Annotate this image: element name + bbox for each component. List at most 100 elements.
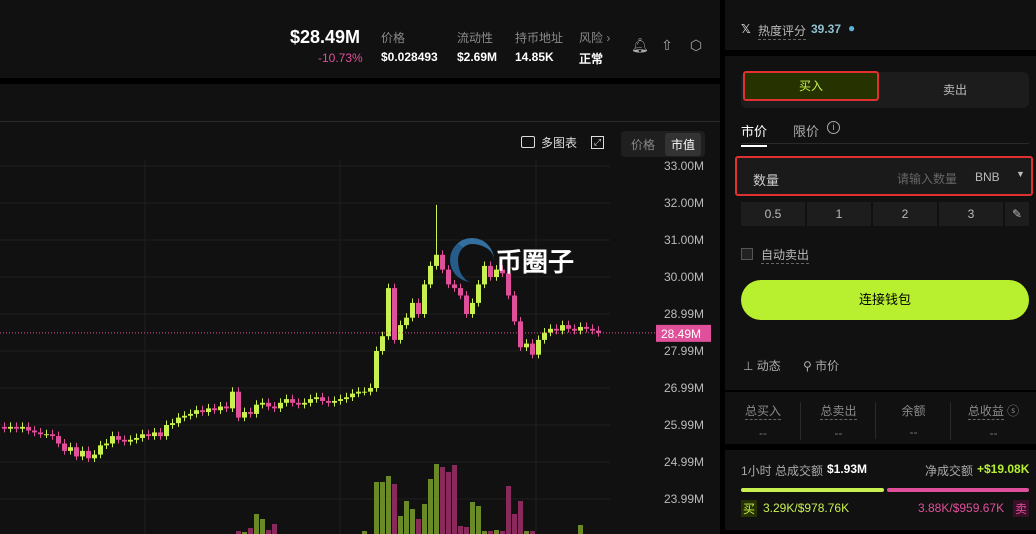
quick-amount-0.5[interactable]: 0.5 [741,202,805,226]
divider [0,121,720,122]
candle [566,325,571,329]
candle [200,410,205,413]
buy-count: 3.29K/$978.76K [763,501,850,515]
candle [218,406,223,411]
y-tick-label: 32.00M [664,196,704,210]
candle [266,402,271,407]
edit-icon[interactable]: ✎ [1005,202,1029,226]
volume-bar [470,502,475,534]
sell-tab[interactable]: 卖出 [942,83,967,97]
price-mcap-toggle: 价格 市值 [621,131,705,157]
volume-bar [362,531,367,534]
candle [26,426,31,431]
candle [68,447,73,451]
candle [422,284,427,314]
volume-bar [374,482,379,534]
volume-bar [248,528,253,534]
heat-bar: 𝕏 热度评分 39.37 ● [725,0,1036,50]
activity-icon: ⊥ [743,359,754,373]
candle [14,426,19,429]
sell-tag: 卖 [1013,500,1030,517]
candle [470,302,475,314]
candle [590,328,595,331]
share-icon[interactable]: ⇧ [661,37,673,53]
volume-bar [260,519,265,534]
stat-price: 价格 $0.028493 [381,31,438,64]
toggle-mcap[interactable]: 市值 [665,133,702,156]
volume-bar [506,486,511,534]
settings-hex-icon[interactable]: ⬡ [689,37,703,53]
volume-bar [512,514,517,534]
flame-icon: ● [848,21,856,35]
candle [116,436,121,440]
candle [356,391,361,394]
candle [254,404,259,414]
market-tab[interactable]: 市价 [741,121,768,147]
volume-bar [272,524,277,534]
candle [314,397,319,400]
currency-select[interactable]: BNB [975,170,1000,184]
candle [128,439,133,442]
total-sell-label: 总卖出 [820,404,857,420]
auto-sell-label[interactable]: 自动卖出 [761,248,810,264]
y-tick-label: 30.00M [664,270,704,284]
candle [446,269,451,285]
candle [98,445,103,455]
volume-bar [428,479,433,534]
fullscreen-icon[interactable]: ⤢ [591,136,604,149]
y-tick-label: 28.99M [664,307,704,321]
watermark-logo-icon [450,238,494,282]
stat-risk[interactable]: 风险 › 正常 [579,31,611,66]
price-change: -10.73% [318,51,363,65]
x-icon[interactable]: 𝕏 [741,22,751,36]
token-header: $28.49M -10.73% 价格 $0.028493 流动性 $2.69M 持币… [0,0,720,78]
candle [464,295,469,314]
quick-amount-1[interactable]: 1 [807,202,871,226]
candle [374,351,379,388]
volume-bar [380,482,385,534]
limit-tab[interactable]: 限价 [793,124,820,139]
market-icon: ⚲ [803,359,812,373]
quick-amount-2[interactable]: 2 [873,202,937,226]
bell-plus-icon[interactable]: 🔔︎ [631,37,649,53]
volume-bar [266,530,271,534]
candle [62,443,67,451]
quick-amount-3[interactable]: 3 [939,202,1003,226]
candlestick-chart[interactable]: 33.00M 32.00M 31.00M 30.00M 28.99M 27.99M 26.9… [0,160,720,534]
volume-bar [494,530,499,534]
volume-bar [404,501,409,534]
current-price-badge [656,324,711,342]
candle [452,284,457,289]
hour-net: +$19.08K [977,462,1030,476]
info-icon[interactable]: i [827,121,840,134]
candle [350,393,355,398]
chevron-down-icon[interactable]: ▼ [1016,169,1025,179]
sell-volume-bar [887,488,1029,492]
connect-wallet-button[interactable]: 连接钱包 [741,280,1029,320]
candle [50,434,55,437]
buy-tab[interactable]: 买入 [743,71,879,101]
volume-bar [518,501,523,534]
candle [284,399,289,403]
amount-input[interactable]: 数量 请输入数量 BNB ▼ [735,156,1033,196]
auto-sell-checkbox[interactable] [741,248,753,260]
position-summary [725,392,1036,444]
multi-chart-checkbox[interactable] [521,136,535,148]
candle [230,391,235,409]
toggle-price[interactable]: 价格 [631,138,656,152]
candle [92,454,97,459]
volume-bar [398,516,403,534]
sell-count: 3.88K/$959.67K [918,501,1005,515]
market-link[interactable]: ⚲ 市价 [803,359,840,373]
multi-chart-label[interactable]: 多图表 [541,136,578,150]
candle [56,436,61,444]
candle [158,432,163,437]
candle [512,295,517,322]
buy-tag: 买 [741,500,758,517]
candle [440,254,445,270]
volume-bar [392,484,397,534]
activity-link[interactable]: ⊥ 动态 [743,359,781,373]
candle [554,328,559,331]
candle [188,413,193,416]
candle [212,408,217,411]
